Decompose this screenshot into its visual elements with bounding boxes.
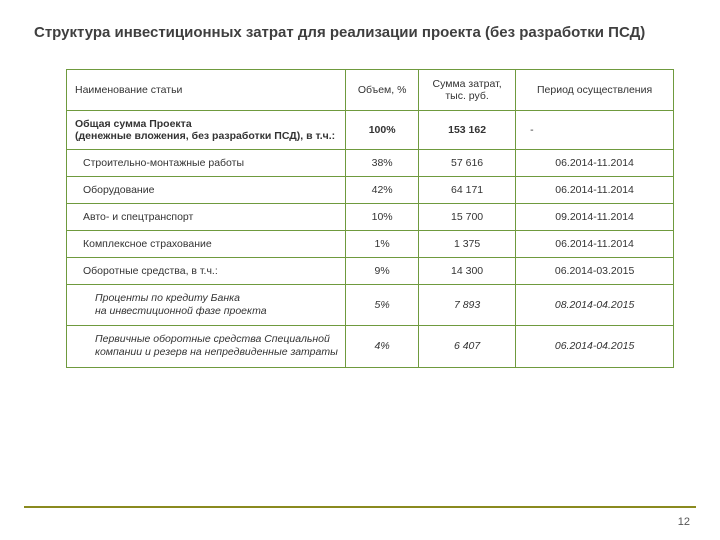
cell-period: 09.2014-11.2014 (516, 204, 674, 231)
cell-volume: 4% (346, 326, 419, 367)
col-header-sum: Сумма затрат, тыс. руб. (419, 70, 516, 111)
page-title: Структура инвестиционных затрат для реал… (34, 24, 686, 41)
cell-period: 08.2014-04.2015 (516, 285, 674, 326)
cell-name: Оборотные средства, в т.ч.: (67, 258, 346, 285)
cost-table-wrapper: Наименование статьи Объем, % Сумма затра… (66, 69, 674, 368)
table-row: Проценты по кредиту Банкана инвестиционн… (67, 285, 674, 326)
cell-sum: 1 375 (419, 231, 516, 258)
cell-name: Проценты по кредиту Банкана инвестиционн… (67, 285, 346, 326)
cell-period: 06.2014-11.2014 (516, 231, 674, 258)
cell-volume: 38% (346, 150, 419, 177)
cost-table: Наименование статьи Объем, % Сумма затра… (66, 69, 674, 368)
cell-period: 06.2014-03.2015 (516, 258, 674, 285)
col-header-volume: Объем, % (346, 70, 419, 111)
col-header-name: Наименование статьи (67, 70, 346, 111)
cell-volume: 42% (346, 177, 419, 204)
page-number: 12 (678, 516, 690, 528)
cell-period: 06.2014-04.2015 (516, 326, 674, 367)
table-row: Строительно-монтажные работы38%57 61606.… (67, 150, 674, 177)
cell-volume: 100% (346, 111, 419, 150)
col-header-period: Период осуществления (516, 70, 674, 111)
cell-volume: 5% (346, 285, 419, 326)
cell-name: Первичные оборотные средства Специальной… (67, 326, 346, 367)
cell-sum: 15 700 (419, 204, 516, 231)
cell-sum: 153 162 (419, 111, 516, 150)
table-row: Оборудование42%64 17106.2014-11.2014 (67, 177, 674, 204)
table-row: Общая сумма Проекта(денежные вложения, б… (67, 111, 674, 150)
cell-sum: 6 407 (419, 326, 516, 367)
cell-name: Общая сумма Проекта(денежные вложения, б… (67, 111, 346, 150)
cell-volume: 9% (346, 258, 419, 285)
cell-volume: 10% (346, 204, 419, 231)
cell-volume: 1% (346, 231, 419, 258)
cell-name: Оборудование (67, 177, 346, 204)
cell-name: Комплексное страхование (67, 231, 346, 258)
cell-name: Строительно-монтажные работы (67, 150, 346, 177)
table-row: Авто- и спецтранспорт10%15 70009.2014-11… (67, 204, 674, 231)
cell-sum: 14 300 (419, 258, 516, 285)
table-row: Первичные оборотные средства Специальной… (67, 326, 674, 367)
cell-period: - (516, 111, 674, 150)
cell-name: Авто- и спецтранспорт (67, 204, 346, 231)
cell-sum: 57 616 (419, 150, 516, 177)
footer-divider (24, 506, 696, 508)
cell-sum: 7 893 (419, 285, 516, 326)
table-row: Комплексное страхование1%1 37506.2014-11… (67, 231, 674, 258)
cell-period: 06.2014-11.2014 (516, 177, 674, 204)
cell-sum: 64 171 (419, 177, 516, 204)
table-row: Оборотные средства, в т.ч.:9%14 30006.20… (67, 258, 674, 285)
cell-period: 06.2014-11.2014 (516, 150, 674, 177)
